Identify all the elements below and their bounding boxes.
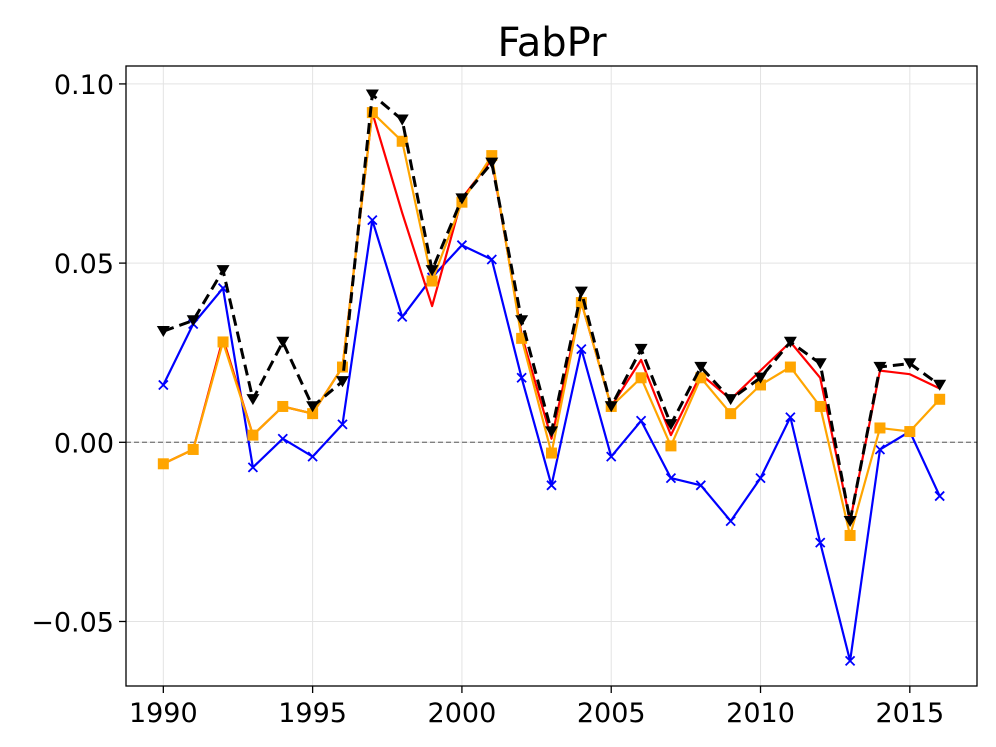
data-point-triangle-marker — [395, 114, 409, 126]
data-point-triangle-marker — [574, 286, 588, 298]
plot-frame — [125, 65, 978, 687]
data-point-square-marker — [187, 443, 199, 455]
data-point-triangle-marker — [783, 336, 797, 348]
data-point-triangle-marker — [216, 265, 230, 277]
data-point-square-marker — [516, 332, 528, 344]
data-point-x-marker — [635, 415, 647, 426]
chart-title: FabPr — [497, 20, 607, 66]
data-point-x-marker — [725, 516, 736, 527]
data-point-square-marker — [695, 372, 707, 384]
data-point-triangle-marker — [754, 372, 768, 384]
data-point-triangle-marker — [455, 193, 469, 205]
data-point-triangle-marker — [156, 326, 170, 338]
data-point-triangle-marker — [485, 157, 499, 169]
data-point-x-marker — [307, 451, 318, 462]
data-point-x-marker — [665, 473, 677, 484]
grid-lines — [126, 66, 977, 686]
data-point-x-marker — [695, 480, 706, 491]
data-point-triangle-marker — [335, 376, 349, 388]
data-point-square-marker — [366, 107, 378, 119]
data-point-triangle-marker — [515, 315, 529, 327]
data-point-triangle-marker — [186, 315, 200, 327]
data-point-triangle-marker — [724, 394, 738, 406]
data-point-square-marker — [844, 529, 856, 541]
data-point-x-marker — [367, 214, 378, 226]
data-point-square-marker — [784, 361, 796, 373]
data-point-square-marker — [307, 408, 319, 420]
data-point-x-marker — [158, 379, 169, 391]
data-point-x-marker — [247, 462, 259, 473]
data-point-triangle-marker — [365, 89, 379, 101]
data-point-x-marker — [874, 444, 886, 455]
data-point-square-marker — [546, 447, 557, 459]
series-line — [162, 111, 941, 537]
data-point-triangle-marker — [634, 343, 648, 355]
data-point-triangle-marker — [664, 419, 678, 431]
data-point-x-marker — [785, 412, 796, 423]
data-point-triangle-marker — [425, 265, 439, 277]
series-1 — [158, 214, 945, 667]
x-tick-label: 1990 — [129, 698, 198, 729]
data-point-x-marker — [844, 655, 856, 667]
data-point-square-marker — [336, 361, 348, 373]
data-point-x-marker — [755, 473, 766, 484]
data-point-square-marker — [934, 393, 946, 405]
series-line — [162, 111, 941, 523]
data-point-triangle-marker — [694, 361, 708, 373]
y-tick-label: 0.10 — [54, 70, 114, 101]
data-point-x-marker — [486, 254, 497, 265]
data-point-triangle-marker — [933, 379, 947, 391]
x-tick-label: 1995 — [278, 698, 347, 729]
data-point-triangle-marker — [873, 361, 887, 373]
x-tick-label: 2000 — [428, 698, 497, 729]
data-point-square-marker — [874, 422, 886, 434]
data-point-x-marker — [576, 343, 587, 355]
y-tick-label: 0.00 — [54, 428, 114, 459]
data-point-square-marker — [426, 275, 438, 287]
data-point-x-marker — [337, 419, 348, 430]
data-point-square-marker — [725, 408, 737, 420]
data-point-square-marker — [486, 150, 498, 162]
x-axis: 1990 1995 2000 2005 2010 2015 — [129, 686, 944, 729]
data-point-square-marker — [814, 400, 826, 412]
data-point-square-marker — [904, 426, 916, 438]
data-point-square-marker — [217, 336, 229, 348]
data-point-triangle-marker — [246, 394, 260, 406]
data-point-square-marker — [635, 372, 647, 384]
data-point-triangle-marker — [276, 336, 290, 348]
data-point-x-marker — [934, 490, 945, 502]
y-tick-label: 0.05 — [54, 249, 114, 280]
data-point-triangle-marker — [843, 515, 857, 527]
data-point-triangle-marker — [604, 401, 618, 413]
data-point-square-marker — [247, 429, 259, 441]
data-point-x-marker — [277, 433, 288, 444]
data-point-triangle-marker — [903, 358, 917, 370]
data-point-square-marker — [277, 400, 289, 412]
x-tick-label: 2015 — [875, 698, 944, 729]
data-point-square-marker — [396, 135, 408, 147]
data-point-square-marker — [575, 297, 587, 309]
series-3 — [157, 107, 946, 541]
data-point-triangle-marker — [813, 358, 827, 370]
data-point-square-marker — [157, 458, 169, 470]
data-point-x-marker — [456, 240, 468, 251]
x-tick-label: 2005 — [577, 698, 646, 729]
data-point-x-marker — [606, 451, 617, 462]
data-point-x-marker — [815, 537, 826, 548]
data-point-triangle-marker — [306, 401, 320, 413]
data-point-x-marker — [546, 480, 557, 491]
data-point-x-marker — [397, 311, 408, 323]
data-point-x-marker — [516, 372, 527, 383]
series-4 — [156, 89, 947, 527]
data-point-square-marker — [755, 379, 767, 391]
data-point-triangle-marker — [545, 426, 558, 438]
y-tick-label: −0.05 — [31, 607, 114, 638]
series-2 — [162, 111, 941, 523]
y-axis: −0.05 0.00 0.05 0.10 — [31, 70, 126, 638]
series-layer — [156, 89, 947, 667]
data-point-square-marker — [665, 440, 677, 452]
x-tick-label: 2010 — [726, 698, 795, 729]
